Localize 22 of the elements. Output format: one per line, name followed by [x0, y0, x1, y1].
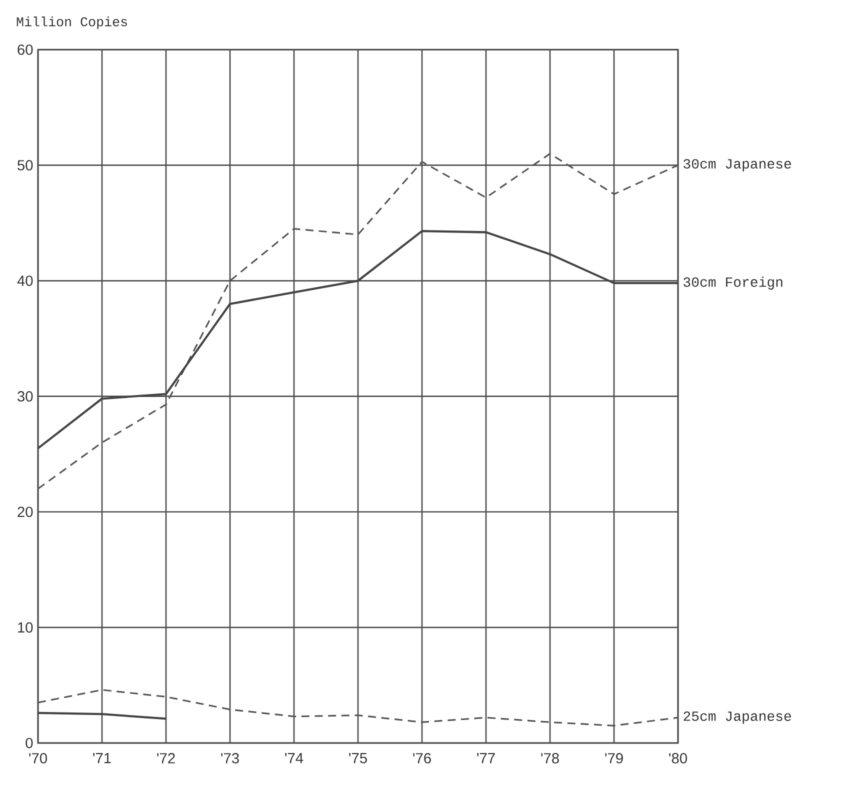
x-tick-label: '76	[413, 753, 431, 764]
y-axis-title: Million Copies	[16, 16, 127, 29]
x-tick-label: '72	[157, 753, 175, 764]
x-tick-label: '71	[93, 753, 111, 764]
x-tick-label: '77	[477, 753, 495, 764]
series-label: 30cm Japanese	[684, 159, 791, 172]
series-label: 30cm Foreign	[684, 276, 782, 290]
y-tick-label: 60	[18, 44, 33, 55]
x-tick-label: '78	[541, 753, 559, 764]
y-tick-label: 50	[18, 160, 33, 170]
x-tick-label: '75	[349, 753, 367, 764]
x-tick-label: '70	[29, 753, 47, 764]
x-tick-label: '74	[285, 753, 304, 764]
x-tick-label: '73	[221, 753, 239, 764]
series-label: 25cm Japanese	[684, 711, 791, 724]
y-tick-label: 0	[26, 738, 33, 748]
y-tick-label: 30	[18, 391, 33, 402]
y-tick-label: 20	[18, 506, 33, 518]
y-tick-label: 40	[17, 276, 33, 286]
x-tick-label: '80	[669, 753, 687, 764]
x-tick-label: '79	[605, 753, 623, 764]
y-tick-label: 10	[18, 622, 33, 633]
